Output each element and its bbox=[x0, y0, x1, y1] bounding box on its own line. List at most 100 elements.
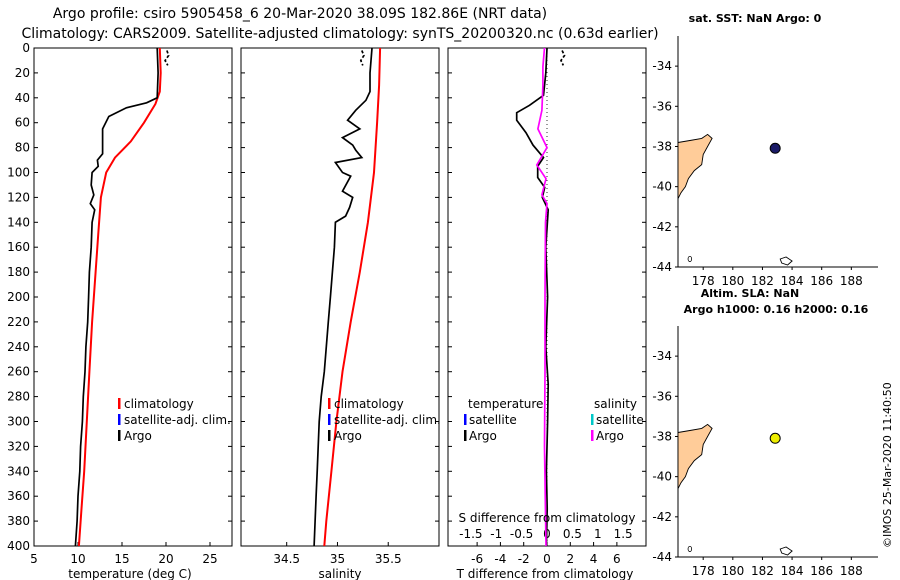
legend-climatology-label: climatology bbox=[124, 397, 194, 411]
legend-climatology-swatch bbox=[118, 398, 121, 409]
island-small bbox=[687, 255, 693, 262]
map-ytick-label: -42 bbox=[652, 220, 672, 234]
depth-tick-label: 200 bbox=[7, 290, 30, 304]
difference-legend: temperature satellite Argo salinity sate… bbox=[464, 397, 644, 443]
depth-tick-label: 20 bbox=[15, 66, 30, 80]
depth-tick-label: 400 bbox=[7, 539, 30, 553]
map-xtick-label: 182 bbox=[751, 274, 774, 288]
depth-tick-label: 140 bbox=[7, 215, 30, 229]
legend-temperature-header: temperature bbox=[468, 397, 543, 411]
map-ytick-label: -40 bbox=[652, 180, 672, 194]
legend-argo-label: Argo bbox=[334, 429, 362, 443]
diff-series-t-diff-argo bbox=[515, 47, 550, 547]
diff-series-t-diff-upper bbox=[560, 50, 566, 66]
s-difference-axis-label: S difference from climatology bbox=[459, 511, 636, 525]
depth-tick-label: 220 bbox=[7, 315, 30, 329]
map-xtick-label: 188 bbox=[840, 564, 863, 578]
legend-t-argo-swatch bbox=[464, 430, 467, 441]
legend-argo-swatch bbox=[328, 430, 331, 441]
depth-tick-label: 100 bbox=[7, 166, 30, 180]
depth-tick-label: 180 bbox=[7, 265, 30, 279]
difference-panel: -6 -4 -2 0 2 4 6-1.5 -1 -0.5 0 0.5 1 1.5 bbox=[447, 47, 647, 566]
temp-xtick-label: 25 bbox=[202, 552, 217, 566]
header-line2: Climatology: CARS2009. Satellite-adjuste… bbox=[21, 26, 658, 42]
land-north-island bbox=[677, 423, 713, 489]
diff-xtick-label: -2 bbox=[518, 552, 530, 566]
temp-frame bbox=[33, 47, 233, 547]
legend-s-satellite-label: satellite bbox=[596, 413, 644, 427]
depth-tick-label: 240 bbox=[7, 340, 30, 354]
diff-xtick-label: 4 bbox=[590, 552, 598, 566]
map-xtick-label: 180 bbox=[721, 564, 744, 578]
legend-t-satellite-swatch bbox=[464, 414, 467, 425]
temp-series-argo bbox=[74, 47, 159, 547]
s-diff-tick-label: 1.5 bbox=[614, 527, 633, 541]
diff-xtick-label: 2 bbox=[566, 552, 574, 566]
land-north-island bbox=[677, 133, 713, 199]
map-xtick-label: 178 bbox=[692, 564, 715, 578]
diff-xtick-label: 0 bbox=[543, 552, 551, 566]
map-xtick-label: 178 bbox=[692, 274, 715, 288]
s-diff-tick-label: 1 bbox=[594, 527, 602, 541]
map-ytick-label: -34 bbox=[652, 59, 672, 73]
sal-series-argo bbox=[313, 47, 373, 547]
legend-argo-label: Argo bbox=[124, 429, 152, 443]
legend-satellite-label: satellite-adj. clim. bbox=[334, 413, 441, 427]
depth-tick-label: 120 bbox=[7, 190, 30, 204]
map-xtick-label: 188 bbox=[840, 274, 863, 288]
temperature-panel: 0 20 40 60 80 100 120 140 160 180 200 220 240 260 280 3… bbox=[7, 41, 233, 566]
map-xtick-label: 184 bbox=[781, 274, 804, 288]
legend-satellite-label: satellite-adj. clim. bbox=[124, 413, 231, 427]
depth-tick-label: 340 bbox=[7, 464, 30, 478]
depth-tick-label: 320 bbox=[7, 439, 30, 453]
temp-xtick-label: 20 bbox=[158, 552, 173, 566]
s-diff-tick-label: -0.5 bbox=[510, 527, 533, 541]
legend-s-satellite-swatch bbox=[591, 414, 594, 425]
map-ytick-label: -44 bbox=[652, 260, 672, 274]
depth-tick-label: 40 bbox=[15, 91, 30, 105]
map-ytick-label: -40 bbox=[652, 470, 672, 484]
sal-series-climatology bbox=[323, 47, 382, 547]
legend-argo-swatch bbox=[118, 430, 121, 441]
legend-t-argo-label: Argo bbox=[469, 429, 497, 443]
legend-s-argo-swatch bbox=[591, 430, 594, 441]
legend-climatology-label: climatology bbox=[334, 397, 404, 411]
sal-frame bbox=[240, 47, 440, 547]
map-xtick-label: 182 bbox=[751, 564, 774, 578]
header-line1: Argo profile: csiro 5905458_6 20-Mar-202… bbox=[53, 6, 547, 22]
map-xtick-label: 184 bbox=[781, 564, 804, 578]
temp-xtick-label: 10 bbox=[70, 552, 85, 566]
s-diff-tick-label: -1 bbox=[490, 527, 502, 541]
map-xtick-label: 180 bbox=[721, 274, 744, 288]
diff-series-s-diff-argo bbox=[535, 47, 548, 547]
temperature-legend: climatology satellite-adj. clim. Argo bbox=[118, 397, 231, 443]
diff-xtick-label: -6 bbox=[471, 552, 483, 566]
altimetry-map: 178 180 182 184 186 188 -34 -36 -38 -40 -42 -44 bbox=[652, 326, 878, 578]
island-small bbox=[687, 545, 693, 552]
legend-satellite-swatch bbox=[328, 414, 331, 425]
depth-tick-label: 160 bbox=[7, 240, 30, 254]
map-ytick-label: -38 bbox=[652, 429, 672, 443]
sal-xtick-label: 34.5 bbox=[273, 552, 300, 566]
sal-xtick-label: 35.5 bbox=[375, 552, 402, 566]
map-ytick-label: -38 bbox=[652, 139, 672, 153]
temp-series-climatology bbox=[77, 47, 162, 547]
sst-map: 178 180 182 184 186 188 -34 -36 -38 -40 -42 -44 bbox=[652, 36, 878, 288]
s-diff-tick-label: 0.5 bbox=[563, 527, 582, 541]
argo-position-marker bbox=[769, 142, 781, 154]
depth-tick-label: 0 bbox=[22, 41, 30, 55]
imos-stamp: ©IMOS 25-Mar-2020 11:40:50 bbox=[881, 382, 894, 548]
depth-tick-label: 80 bbox=[15, 141, 30, 155]
map2-title-line1: Altim. SLA: NaN bbox=[701, 287, 800, 300]
salinity-xlabel: salinity bbox=[318, 567, 361, 580]
legend-satellite-swatch bbox=[118, 414, 121, 425]
argo-position-marker bbox=[769, 432, 781, 444]
temp-series-argo-upper- bbox=[164, 50, 170, 66]
island-chatham bbox=[779, 256, 793, 266]
depth-tick-label: 260 bbox=[7, 365, 30, 379]
map-xtick-label: 186 bbox=[810, 564, 833, 578]
sal-xtick-label: 35 bbox=[330, 552, 345, 566]
salinity-legend: climatology satellite-adj. clim. Argo bbox=[328, 397, 441, 443]
legend-s-argo-label: Argo bbox=[596, 429, 624, 443]
